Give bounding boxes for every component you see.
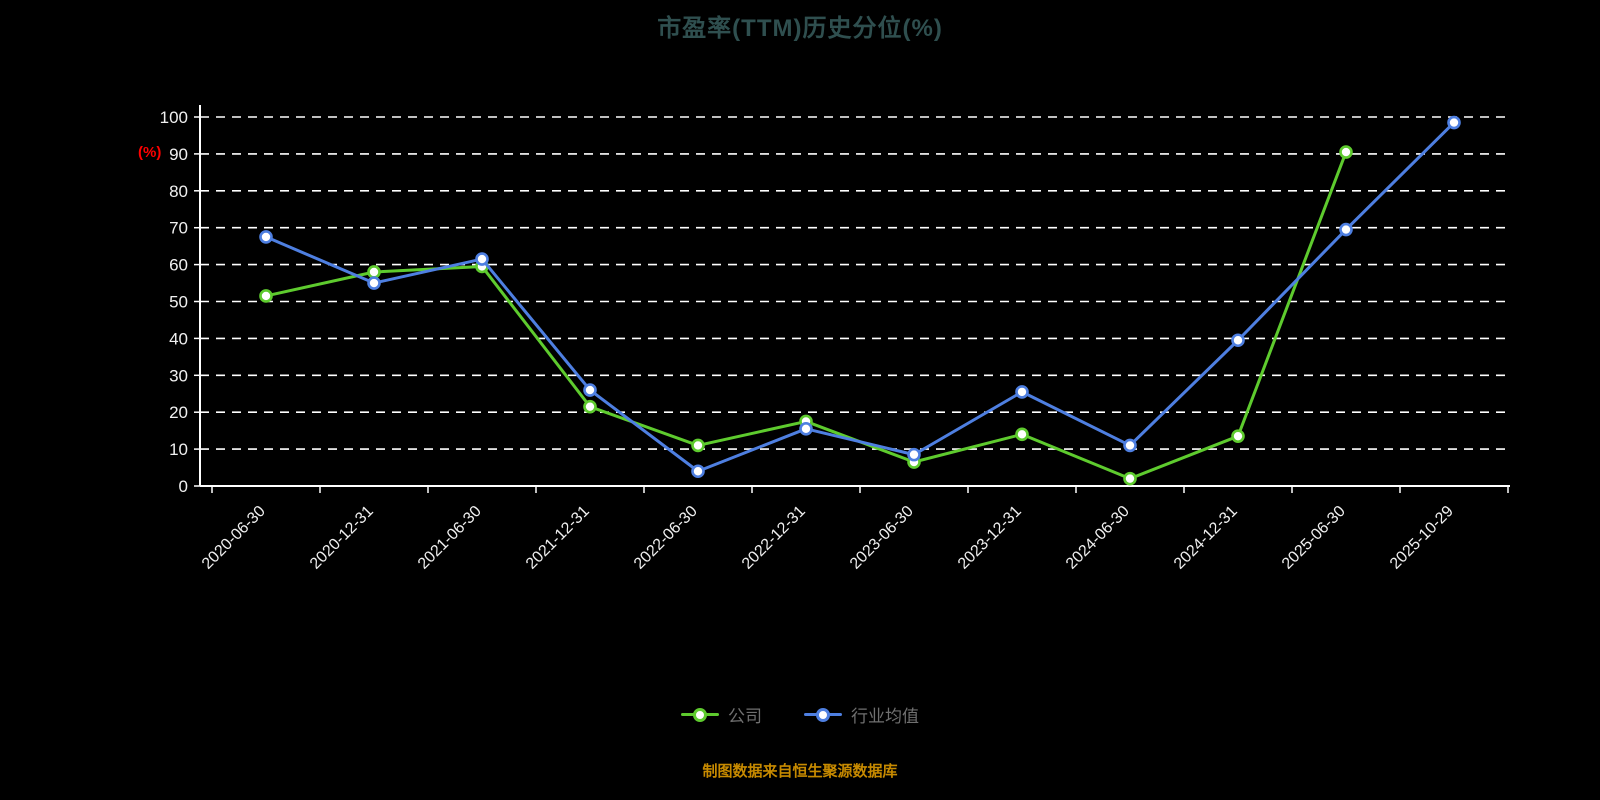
data-point[interactable]: [259, 289, 273, 303]
y-tick-label: 10: [169, 440, 188, 459]
data-point[interactable]: [907, 447, 921, 462]
company-legend-dot: [693, 707, 707, 722]
data-point[interactable]: [1231, 429, 1245, 443]
y-tick-label: 90: [169, 145, 188, 164]
legend-item-industry-average[interactable]: 行业均值: [804, 702, 919, 727]
y-tick-label: 30: [169, 366, 188, 385]
legend-label-industry-average: 行业均值: [851, 707, 919, 726]
x-tick-label: 2023-12-31: [955, 503, 1025, 573]
chart-title: 市盈率(TTM)历史分位(%): [657, 15, 943, 42]
y-tick-label: 50: [169, 293, 188, 312]
data-point[interactable]: [583, 383, 597, 397]
y-tick-label: 80: [169, 182, 188, 201]
y-tick-label: 60: [169, 256, 188, 275]
legend-label-company: 公司: [728, 707, 762, 726]
x-tick-label: 2025-06-30: [1279, 503, 1349, 573]
x-tick-label: 2021-12-31: [523, 503, 593, 573]
x-tick-label: 2022-06-30: [631, 503, 701, 573]
data-point[interactable]: [1339, 145, 1353, 159]
data-point[interactable]: [367, 265, 381, 279]
industry-legend-dot: [816, 707, 830, 722]
company-series-marker-icon: [681, 707, 719, 723]
y-axis-unit-label: (%): [138, 144, 162, 161]
data-point[interactable]: [367, 276, 381, 290]
y-tick-label: 100: [160, 108, 188, 127]
y-tick-label: 0: [179, 477, 188, 496]
data-point[interactable]: [475, 252, 489, 266]
data-point[interactable]: [259, 230, 273, 244]
data-point[interactable]: [1231, 333, 1245, 348]
data-point[interactable]: [583, 399, 597, 414]
x-tick-label: 2023-06-30: [847, 503, 917, 573]
x-tick-label: 2020-12-31: [307, 503, 377, 573]
data-point[interactable]: [1447, 115, 1461, 130]
x-tick-label: 2021-06-30: [415, 503, 485, 573]
data-point[interactable]: [1123, 471, 1137, 486]
y-tick-label: 40: [169, 329, 188, 348]
y-tick-label: 20: [169, 403, 188, 422]
data-point[interactable]: [1339, 222, 1353, 237]
data-source-note: 制图数据来自恒生聚源数据库: [702, 763, 898, 780]
data-point[interactable]: [1123, 438, 1137, 453]
data-point[interactable]: [799, 422, 813, 436]
data-point[interactable]: [691, 438, 705, 453]
industry-series-marker-icon: [804, 707, 842, 723]
data-point[interactable]: [1015, 385, 1029, 399]
data-point[interactable]: [691, 464, 705, 479]
legend: 公司 行业均值: [0, 702, 1600, 727]
series-line: [264, 121, 1456, 473]
x-tick-label: 2020-06-30: [199, 503, 269, 573]
x-tick-label: 2022-12-31: [739, 503, 809, 573]
x-tick-label: 2024-12-31: [1171, 503, 1241, 573]
legend-item-company[interactable]: 公司: [681, 702, 762, 727]
y-tick-label: 70: [169, 219, 188, 238]
data-point[interactable]: [1015, 427, 1029, 442]
x-tick-label: 2024-06-30: [1063, 503, 1133, 573]
x-tick-label: 2025-10-29: [1387, 503, 1457, 573]
